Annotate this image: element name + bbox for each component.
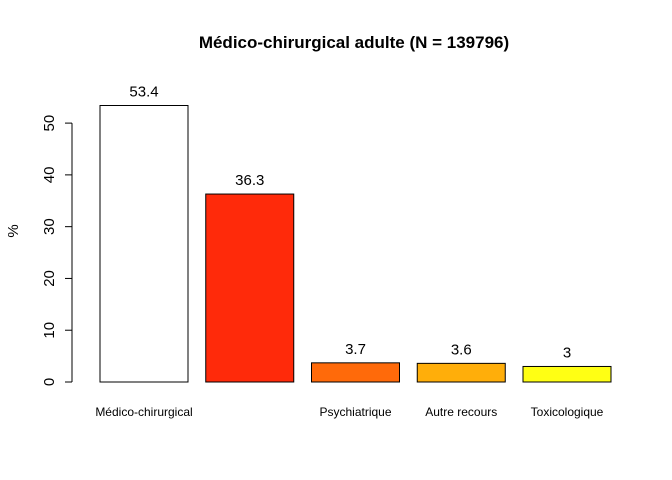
data-label-5: 3 <box>563 344 571 361</box>
data-labels: 53.4 36.3 3.7 3.6 3 <box>129 84 571 362</box>
y-tick-label: 10 <box>41 322 58 339</box>
bar-5 <box>522 365 612 383</box>
y-tick-label: 20 <box>41 270 58 287</box>
bars <box>99 105 612 383</box>
y-tick-label: 40 <box>41 167 58 184</box>
category-labels: Médico-chirurgical Psychiatrique Autre rec… <box>95 405 603 419</box>
y-tick-label: 0 <box>41 378 58 386</box>
data-label-3: 3.7 <box>345 341 366 358</box>
category-label-3: Psychiatrique <box>319 405 391 419</box>
category-label-1: Médico-chirurgical <box>95 405 192 419</box>
category-label-4: Autre recours <box>425 405 497 419</box>
data-label-4: 3.6 <box>451 341 472 358</box>
y-tick-label: 30 <box>41 218 58 235</box>
y-axis: 0 10 20 30 40 50 <box>41 115 73 386</box>
data-label-1: 53.4 <box>129 84 158 101</box>
category-label-5: Toxicologique <box>531 405 604 419</box>
y-axis-label: % <box>5 224 22 237</box>
data-label-2: 36.3 <box>235 172 264 189</box>
bar-3 <box>311 362 400 383</box>
bar-2 <box>205 193 295 383</box>
bar-4 <box>416 362 506 383</box>
bar-1 <box>99 105 189 383</box>
chart-title: Médico-chirurgical adulte (N = 139796) <box>199 33 509 52</box>
y-tick-label: 50 <box>41 115 58 132</box>
